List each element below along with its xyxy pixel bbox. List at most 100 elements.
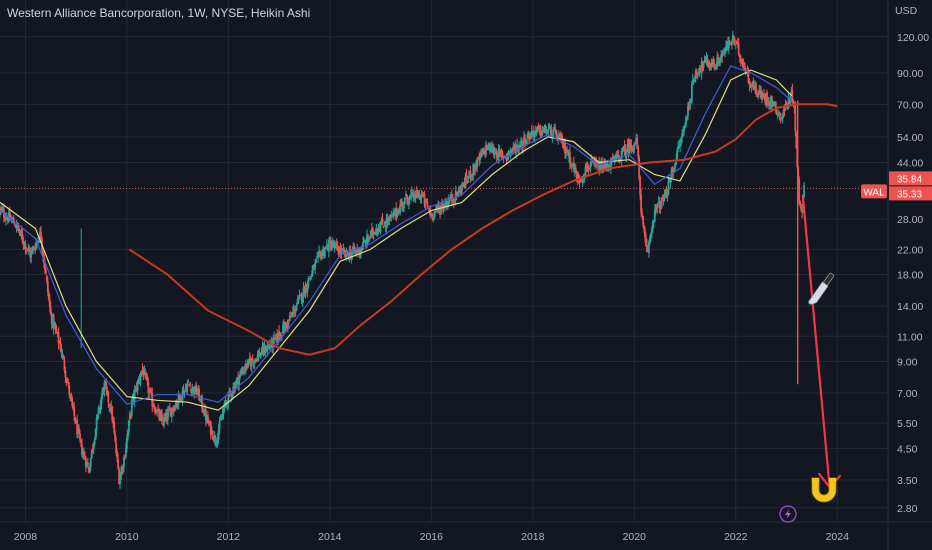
candle-body-494: [481, 152, 483, 156]
candle-body-267: [259, 353, 262, 358]
candle-body-804: [783, 108, 786, 111]
candle-body-383: [372, 231, 375, 235]
candle-body-234: [227, 392, 230, 405]
chart-title: Western Alliance Bancorporation, 1W, NYS…: [7, 6, 311, 20]
candle-body-309: [300, 293, 303, 301]
moving-average-1: [0, 65, 792, 405]
candle-body-36: [34, 248, 37, 250]
candle-body-523: [509, 152, 512, 154]
candle-body-462: [449, 194, 452, 200]
candle-body-698: [680, 137, 683, 143]
candle-body-317: [308, 278, 311, 280]
candle-body-400: [389, 215, 392, 218]
candle-body-99: [95, 417, 98, 431]
candle-body-734: [715, 66, 718, 70]
candle-body-31: [29, 251, 32, 258]
x-tick-label-0: 2008: [14, 531, 38, 543]
candle-body-591: [575, 173, 578, 182]
candle-body-787: [767, 101, 769, 104]
candle-body-77: [74, 416, 77, 424]
y-tick-label-6: 22.00: [897, 244, 923, 256]
candle-body-745: [726, 43, 728, 46]
candle-body-10: [8, 211, 11, 220]
candle-body-226: [219, 419, 222, 421]
candle-body-231: [224, 402, 227, 404]
candle-body-218: [211, 431, 214, 440]
candle-body-418: [406, 199, 409, 204]
candle-body-344: [334, 244, 337, 246]
candle-body-726: [707, 62, 710, 66]
candle-body-22: [20, 230, 23, 235]
candle-body-29: [27, 248, 30, 250]
candle-body-256: [248, 357, 251, 362]
candle-body-676: [658, 200, 661, 208]
candle-body-525: [511, 148, 514, 152]
candle-body-273: [265, 350, 268, 353]
candle-body-756: [736, 42, 739, 45]
candle-body-757: [737, 43, 740, 55]
candle-body-282: [274, 337, 277, 339]
candle-body-437: [425, 200, 428, 203]
candle-body-157: [152, 405, 155, 408]
candle-body-204: [198, 388, 200, 401]
candle-body-83: [80, 439, 82, 443]
candle-body-577: [562, 141, 564, 149]
candle-body-475: [462, 182, 465, 186]
candle-body-580: [565, 152, 567, 155]
candle-body-232: [225, 402, 228, 404]
candle-body-793: [772, 102, 775, 106]
candle-body-697: [679, 143, 682, 146]
candle-body-357: [347, 254, 350, 259]
candle-body-630: [613, 155, 616, 160]
candle-body-411: [400, 203, 402, 206]
candle-body-15: [13, 224, 16, 227]
candle-body-144: [139, 375, 142, 382]
candle-body-97: [93, 439, 96, 444]
candle-body-161: [156, 410, 159, 413]
candle-body-563: [548, 127, 551, 129]
candle-body-42: [40, 231, 42, 240]
candle-body-343: [333, 244, 336, 249]
candle-body-283: [275, 333, 278, 340]
candle-body-102: [98, 409, 101, 411]
candle-body-61: [58, 341, 61, 344]
candle-body-575: [560, 135, 562, 137]
knife-icon: [808, 272, 834, 305]
candle-body-669: [651, 221, 654, 229]
candle-body-711: [692, 80, 695, 82]
candle-body-658: [641, 212, 643, 217]
candle-body-291: [283, 324, 285, 331]
candle-body-181: [175, 402, 178, 405]
candle-body-710: [691, 79, 694, 86]
candle-body-482: [469, 170, 472, 179]
candle-body-539: [525, 143, 527, 145]
candle-body-393: [382, 226, 385, 228]
candle-body-457: [445, 202, 447, 208]
candle-body-597: [581, 178, 584, 181]
price-axis[interactable]: USD 120.00 90.00 70.00 54.00 44.00 28.00 22.00…: [895, 5, 929, 515]
candle-body-384: [373, 233, 376, 235]
price-axis-unit: USD: [895, 5, 918, 17]
candle-body-370: [360, 248, 362, 253]
candle-body-646: [629, 143, 632, 146]
candle-body-800: [779, 116, 782, 118]
candle-body-386: [375, 229, 378, 234]
lightning-icon[interactable]: [779, 505, 797, 523]
candle-body-2: [1, 208, 3, 210]
candle-body-448: [436, 207, 439, 209]
candle-body-557: [542, 129, 545, 131]
time-axis[interactable]: 2008 2010 2012 2014 2016 2018 2020 2022 2024: [14, 531, 849, 543]
candle-body-657: [640, 194, 643, 213]
candle-body-131: [126, 431, 129, 440]
candle-body-65: [62, 355, 65, 359]
candle-body-677: [659, 207, 662, 209]
candle-body-762: [742, 64, 745, 68]
candle-body-178: [172, 407, 175, 412]
candle-body-515: [501, 152, 504, 156]
candle-body-742: [723, 51, 725, 53]
candle-body-553: [538, 126, 541, 130]
candle-body-496: [483, 149, 485, 151]
candle-body-569: [554, 127, 557, 130]
candle-body-601: [585, 164, 588, 172]
